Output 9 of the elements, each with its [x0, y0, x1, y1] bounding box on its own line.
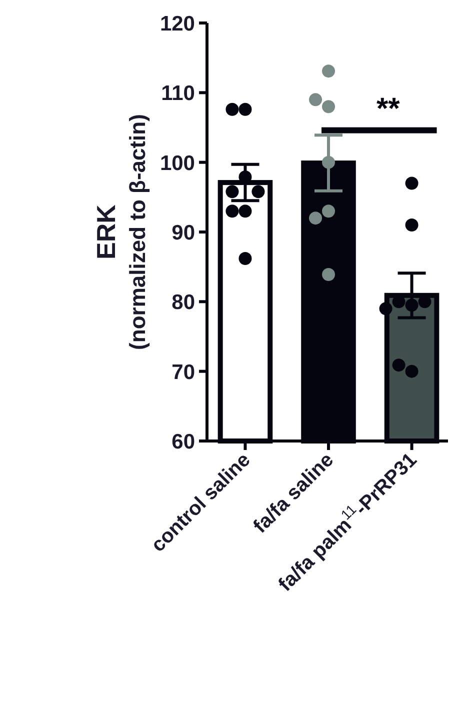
annotation: **: [376, 92, 400, 126]
y-tick-label: 70: [172, 360, 195, 384]
y-tick-label: 100: [160, 152, 195, 175]
y-tick-label: 90: [172, 222, 195, 245]
y-axis-title: ERK (normalized to β-actin): [91, 114, 150, 350]
y-tick-label: 110: [161, 82, 195, 106]
y-tick-label: 60: [172, 430, 195, 454]
y-tick-label: 80: [172, 291, 195, 314]
y-tick-label: 120: [160, 12, 195, 36]
